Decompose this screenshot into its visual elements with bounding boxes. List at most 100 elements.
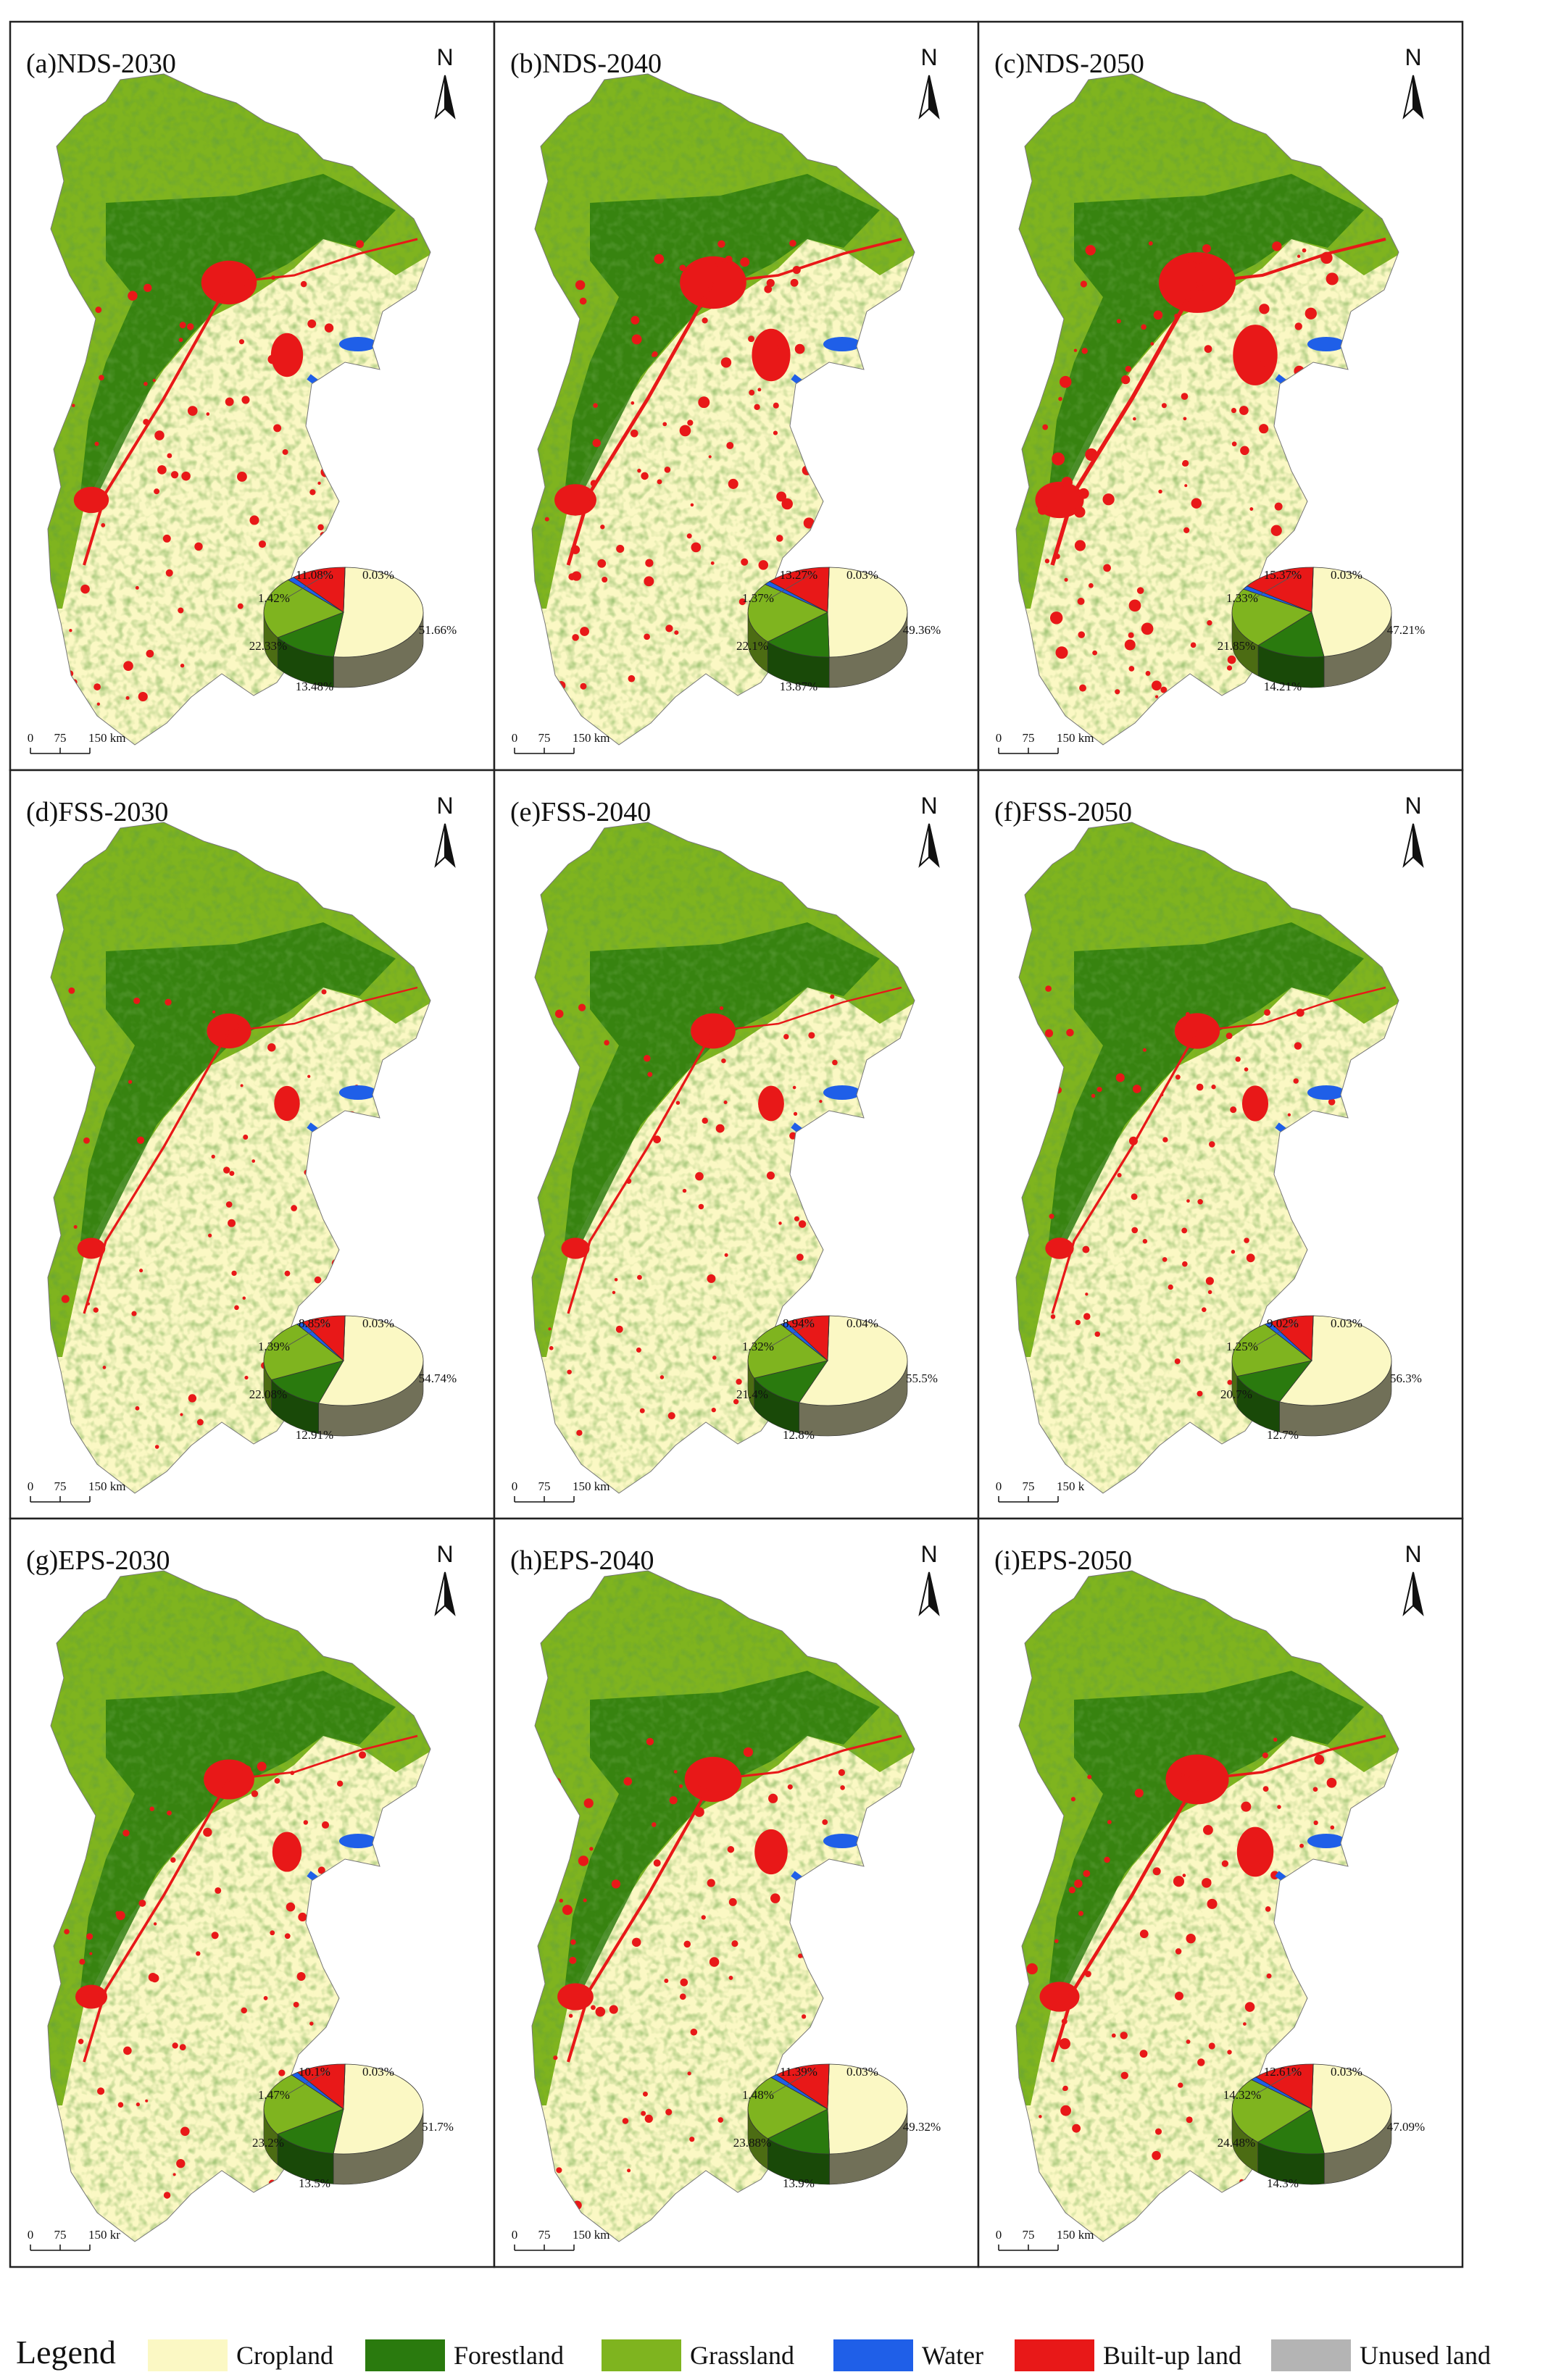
pie-slice-unused-land xyxy=(827,567,830,613)
pie-slice-unused-land xyxy=(827,1315,830,1361)
pie-chart: 55.5% 12.8% 21.4% 1.32% 8.94% 0.04% xyxy=(736,1315,938,1442)
map-panel-4: (d)FSS-2030 N 0 75 150 km 54.74% 12.91% 22.08% 1… xyxy=(9,769,496,1520)
pie-label-water: 14.32% xyxy=(1223,2088,1261,2102)
panel-title: (h)EPS-2040 xyxy=(510,1545,654,1576)
scale-tick-75: 75 xyxy=(54,731,67,745)
pie-label-grassland: 21.4% xyxy=(736,1387,768,1401)
panel-title: (b)NDS-2040 xyxy=(510,49,662,79)
legend-swatch-grassland xyxy=(602,2339,681,2371)
pie-label-grassland: 23.88% xyxy=(733,2136,771,2150)
legend-swatch-unused-land xyxy=(1271,2339,1351,2371)
pie-slice-grassland xyxy=(1231,2079,1312,2143)
pie-label-unused-land: 0.03% xyxy=(846,568,878,582)
pie-label-built-up-land: 10.1% xyxy=(299,2065,330,2079)
pie-slice-built-up-land xyxy=(775,2063,830,2110)
land-use-map xyxy=(47,73,431,746)
scale-tick-end: 150 km xyxy=(88,1479,125,1493)
legend-label-grassland: Grassland xyxy=(690,2341,794,2370)
legend-label-unused-land: Unused land xyxy=(1360,2341,1491,2370)
pie-slice-cropland xyxy=(1311,567,1392,657)
pie-chart: 47.21% 14.21% 21.85% 1.33% 15.37% 0.03% xyxy=(1218,567,1425,693)
pie-slice-unused-land xyxy=(827,2063,830,2110)
pie-label-cropland: 47.21% xyxy=(1387,623,1425,637)
pie-slice-forestland xyxy=(277,611,344,657)
scale-tick-end: 150 km xyxy=(88,731,125,745)
pie-slice-forestland xyxy=(767,2108,830,2155)
pie-label-water: 1.47% xyxy=(258,2088,290,2102)
pie-slice-built-up-land xyxy=(769,567,830,613)
pie-chart: 56.3% 12.7% 20.7% 1.25% 9.02% 0.03% xyxy=(1220,1315,1422,1442)
legend: Legend Cropland Forestland Grassland Water Bu… xyxy=(16,2334,1491,2371)
pie-slice-cropland xyxy=(333,2063,424,2155)
pie-slice-forestland xyxy=(270,1360,344,1404)
pie-slice-built-up-land xyxy=(1255,2063,1314,2110)
pie-slice-cropland xyxy=(333,567,424,658)
pie-label-water: 1.48% xyxy=(742,2088,774,2102)
scale-tick-0: 0 xyxy=(512,731,518,745)
legend-title: Legend xyxy=(16,2334,116,2371)
pie-label-unused-land: 0.03% xyxy=(1331,2065,1362,2079)
scale-tick-0: 0 xyxy=(28,2228,34,2242)
north-arrow-icon: N xyxy=(918,1541,940,1616)
pie-label-unused-land: 0.03% xyxy=(362,568,394,582)
scale-tick-75: 75 xyxy=(1023,731,1035,745)
pie-label-unused-land: 0.03% xyxy=(846,2065,878,2079)
scale-bar: 0 75 150 km xyxy=(512,1479,609,1503)
pie-slice-unused-land xyxy=(1311,567,1314,613)
pie-label-built-up-land: 8.94% xyxy=(783,1316,815,1330)
pie-chart: 51.66% 13.48% 22.33% 1.42% 11.08% 0.03% xyxy=(249,567,457,693)
scale-bar: 0 75 150 km xyxy=(512,731,609,754)
pie-slice-cropland xyxy=(827,567,908,658)
pie-slice-cropland xyxy=(1311,2063,1392,2154)
scale-tick-0: 0 xyxy=(28,731,34,745)
pie-slice-forestland xyxy=(277,2108,344,2154)
pie-slice-built-up-land xyxy=(1246,567,1314,613)
pie-slice-unused-land xyxy=(343,567,346,613)
pie-slice-unused-land xyxy=(1311,1315,1314,1361)
scale-tick-75: 75 xyxy=(54,1479,67,1493)
pie-label-grassland: 22.08% xyxy=(249,1387,287,1401)
map-panel-5: (e)FSS-2040 N 0 75 150 km 55.5% 12.8% 21.4% 1.32… xyxy=(493,769,980,1520)
pie-label-built-up-land: 8.85% xyxy=(299,1316,330,1330)
legend-label-cropland: Cropland xyxy=(236,2341,333,2370)
pie-label-water: 1.39% xyxy=(258,1340,290,1353)
pie-slice-cropland xyxy=(799,1315,908,1406)
pie-label-grassland: 22.1% xyxy=(736,639,768,653)
pie-label-water: 1.33% xyxy=(1226,591,1258,605)
panel-title: (d)FSS-2030 xyxy=(26,797,168,827)
panel-title: (f)FSS-2050 xyxy=(994,797,1132,827)
scale-tick-0: 0 xyxy=(512,1479,518,1493)
pie-slice-forestland xyxy=(1257,611,1325,658)
pie-slice-unused-land xyxy=(343,1315,346,1361)
pie-label-unused-land: 0.03% xyxy=(1331,568,1362,582)
north-label: N xyxy=(920,1541,937,1567)
scale-tick-end: 150 km xyxy=(1057,2228,1094,2242)
pie-slice-unused-land xyxy=(1311,2063,1314,2110)
scale-bar: 0 75 150 km xyxy=(28,731,125,754)
panel-title: (g)EPS-2030 xyxy=(26,1545,170,1576)
pie-label-built-up-land: 15.37% xyxy=(1264,568,1302,582)
pie-label-grassland: 21.85% xyxy=(1218,639,1255,653)
scale-bar: 0 75 150 k xyxy=(996,1479,1085,1503)
map-panel-9: (i)EPS-2050 N 0 75 150 km 47.09% 14.3% 24.48% 14… xyxy=(977,1517,1464,2268)
scale-tick-75: 75 xyxy=(538,2228,551,2242)
map-panel-7: (g)EPS-2030 N 0 75 150 kr 51.7% 13.5% 23.2% 1.47… xyxy=(9,1517,496,2268)
pie-label-water: 1.42% xyxy=(258,591,290,605)
map-panel-6: (f)FSS-2050 N 0 75 150 k 56.3% 12.7% 20.7% 1.25%… xyxy=(977,769,1464,1520)
north-arrow-icon: N xyxy=(434,793,456,868)
pie-label-cropland: 51.7% xyxy=(422,2120,454,2134)
pie-label-forestland: 12.7% xyxy=(1267,1428,1299,1442)
scale-tick-0: 0 xyxy=(512,2228,518,2242)
pie-slice-grassland xyxy=(263,2074,344,2135)
panel-title: (e)FSS-2040 xyxy=(510,797,651,827)
pie-chart: 54.74% 12.91% 22.08% 1.39% 8.85% 0.03% xyxy=(249,1315,457,1442)
scale-tick-end: 150 kr xyxy=(88,2228,120,2242)
pie-label-unused-land: 0.03% xyxy=(1331,1316,1362,1330)
pie-label-forestland: 14.3% xyxy=(1267,2176,1299,2190)
pie-label-cropland: 55.5% xyxy=(906,1371,938,1385)
panel-title: (i)EPS-2050 xyxy=(994,1545,1132,1576)
pie-label-forestland: 12.8% xyxy=(783,1428,815,1442)
pie-slice-grassland xyxy=(263,1324,344,1380)
scale-tick-end: 150 km xyxy=(1057,731,1094,745)
map-panel-8: (h)EPS-2040 N 0 75 150 km 49.32% 13.9% 23.88% 1.… xyxy=(493,1517,980,2268)
